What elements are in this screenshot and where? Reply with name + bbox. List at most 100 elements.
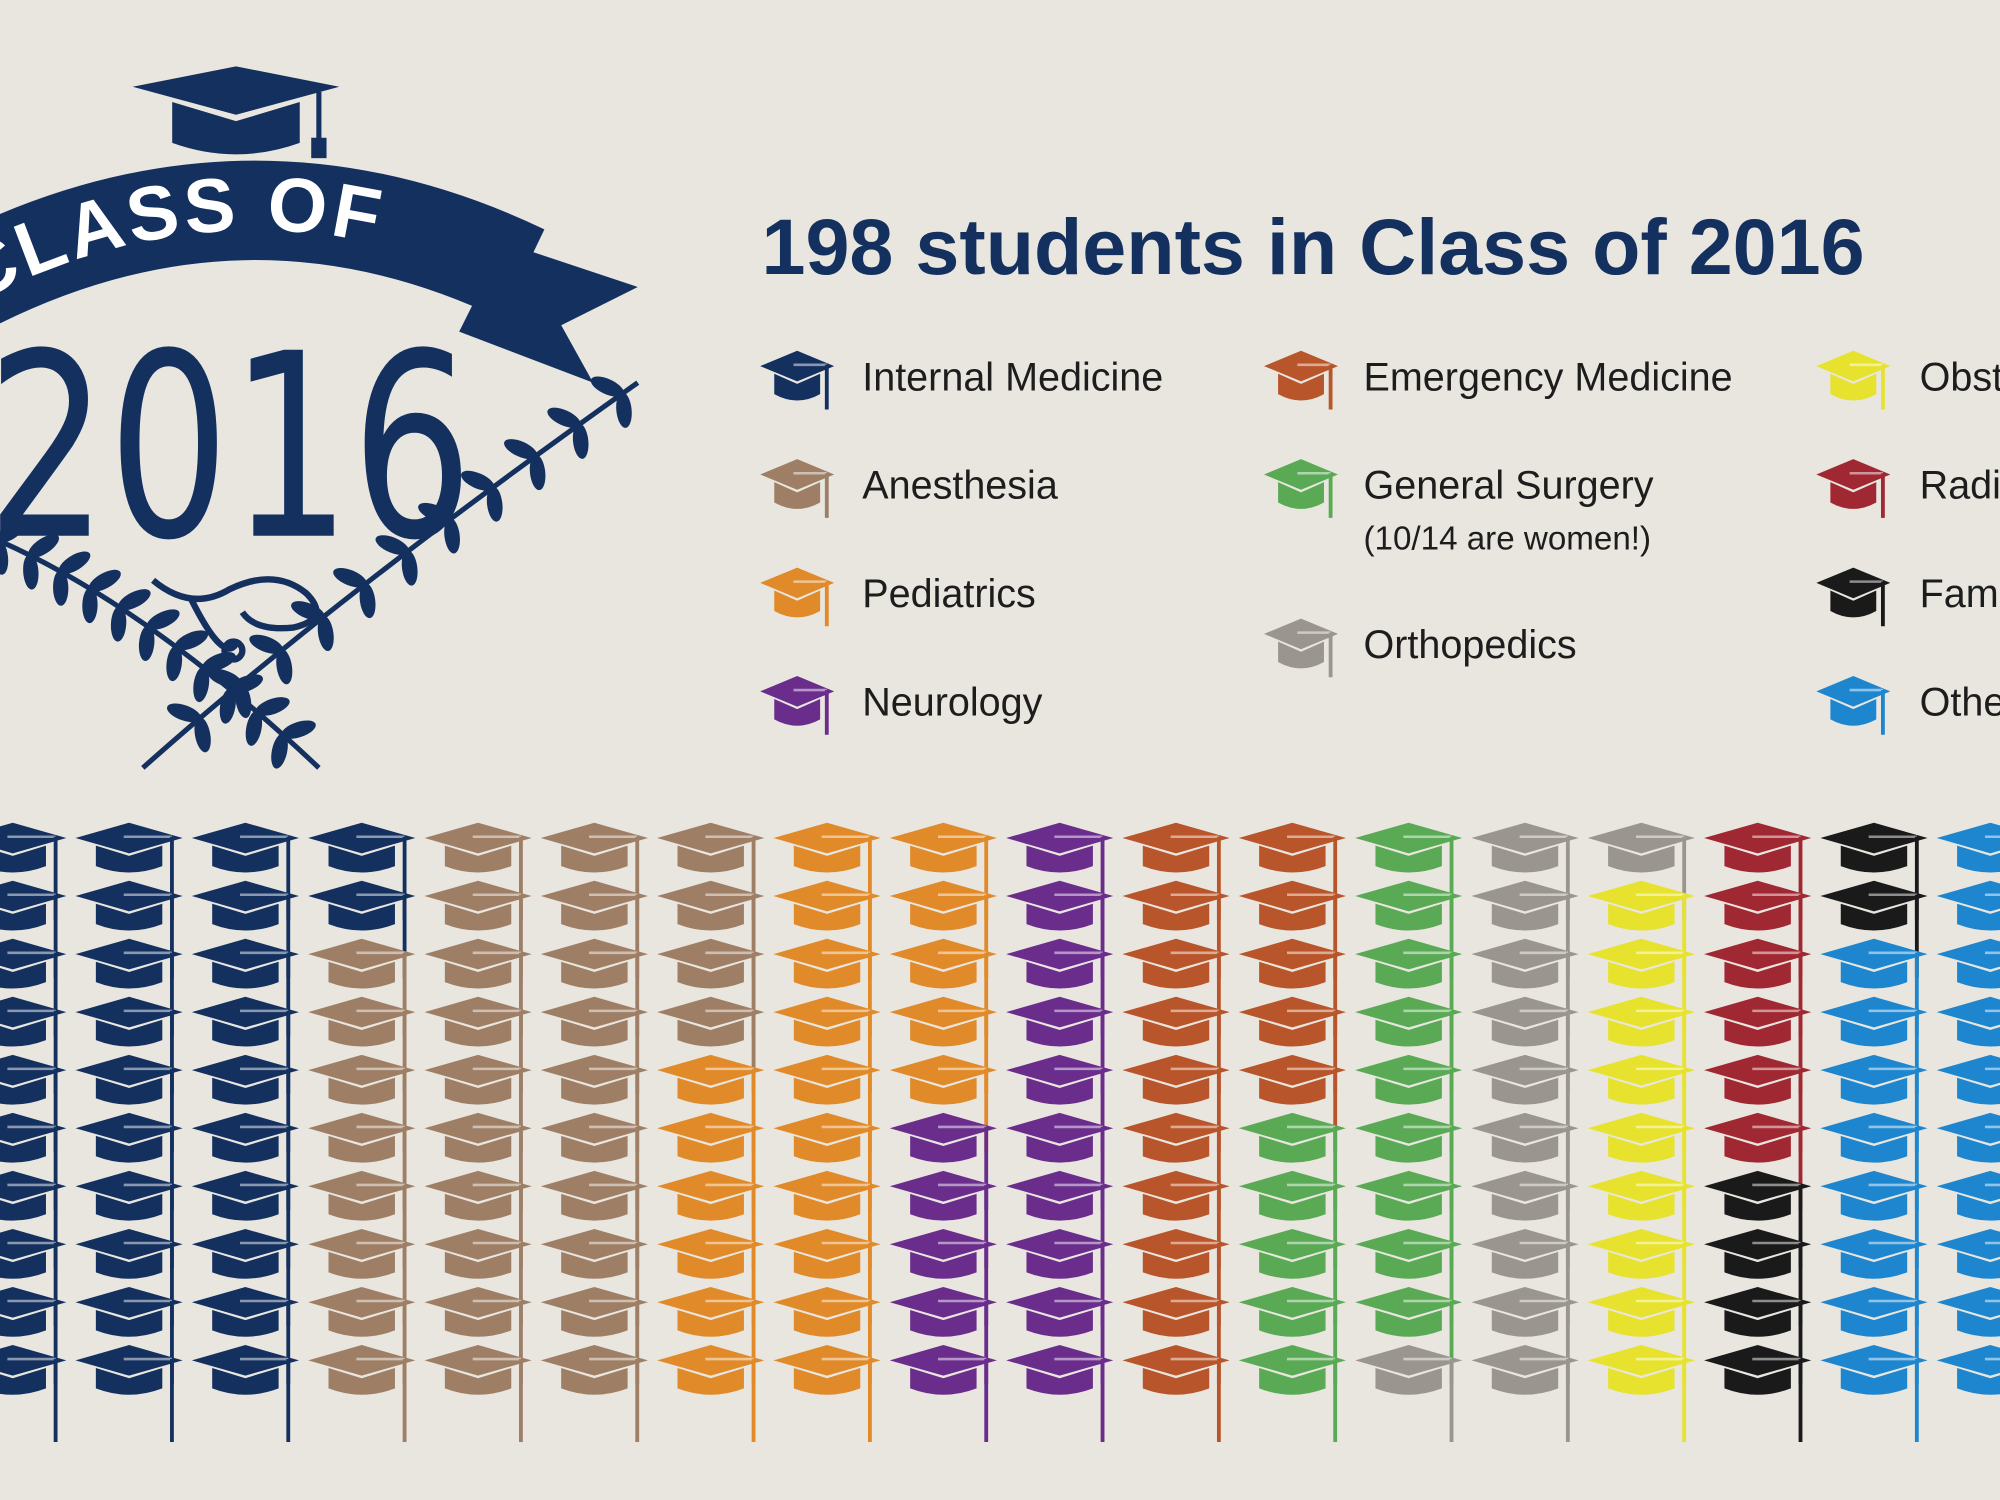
hat-body xyxy=(1026,903,1093,931)
hat-icon xyxy=(1471,880,1579,978)
hat-top xyxy=(1936,996,2000,1028)
hat-top xyxy=(889,1228,997,1260)
hat-body xyxy=(561,1367,628,1395)
hat-body xyxy=(677,1193,744,1221)
hat-body xyxy=(1491,1077,1559,1105)
hat-body xyxy=(910,1309,977,1337)
hat-icon xyxy=(773,1345,881,1442)
hat-body xyxy=(1608,1309,1675,1337)
logo-cap-body xyxy=(172,102,300,155)
hat-body xyxy=(561,1193,628,1221)
hat-icon xyxy=(1936,1170,2000,1221)
hat-body xyxy=(793,845,861,873)
hat-body xyxy=(1375,1019,1442,1047)
hat-body xyxy=(1724,1251,1791,1279)
hat-icon xyxy=(1704,822,1812,920)
hat-body xyxy=(0,1019,46,1047)
hat-body xyxy=(212,1367,279,1395)
hat-icon xyxy=(657,822,765,920)
hat-icon xyxy=(75,1345,183,1442)
hat-icon xyxy=(191,1286,299,1384)
hat-top xyxy=(1936,822,2000,854)
hat-body xyxy=(910,1135,977,1163)
hat-body xyxy=(1840,1251,1908,1279)
laurel-leaf xyxy=(229,674,263,694)
hat-icon xyxy=(308,938,416,1036)
hat-body xyxy=(212,1251,279,1279)
hat-top xyxy=(889,822,997,854)
hat-icon xyxy=(1587,1112,1695,1210)
hat-icon xyxy=(1471,1228,1579,1326)
hat-icon xyxy=(1704,880,1812,978)
hat-icon xyxy=(1471,822,1579,920)
hat-icon xyxy=(540,1286,648,1384)
hat-icon xyxy=(1936,880,2000,931)
hat-body xyxy=(1957,1019,2000,1047)
hat-body xyxy=(910,1193,977,1221)
hat-body xyxy=(444,1135,512,1163)
hat-body xyxy=(1840,1019,1908,1047)
hat-body xyxy=(1957,1077,2000,1105)
laurel-leaf xyxy=(110,605,127,642)
hat-top xyxy=(308,1228,416,1260)
hat-icon xyxy=(0,880,67,978)
hat-body xyxy=(1026,1251,1093,1279)
hat-body xyxy=(1491,961,1559,989)
hat-icon xyxy=(75,880,183,978)
hat-icon xyxy=(773,1054,881,1152)
hat-body xyxy=(0,1077,46,1105)
hat-top xyxy=(424,1228,532,1260)
hat-icon xyxy=(1816,567,1891,627)
hat-icon xyxy=(191,1112,299,1210)
hat-body xyxy=(1491,903,1559,931)
hat-body xyxy=(1259,1077,1326,1105)
hat-body xyxy=(212,1077,279,1105)
hat-body xyxy=(444,845,512,873)
hat-body xyxy=(1491,1193,1559,1221)
hat-body xyxy=(910,1019,977,1047)
hat-icon xyxy=(1704,1286,1812,1384)
hat-icon xyxy=(191,822,299,920)
hat-icon xyxy=(75,1170,183,1268)
hat-icon xyxy=(889,1286,997,1384)
hat-icon xyxy=(1587,1345,1695,1442)
laurel-leaf xyxy=(359,582,376,619)
legend-label: Internal Medicine xyxy=(862,355,1163,399)
hat-top xyxy=(1587,822,1695,854)
annotation: (10/14 are women!) xyxy=(1364,521,1652,558)
hat-body xyxy=(1608,1193,1675,1221)
hat-body xyxy=(328,1367,395,1395)
laurel-leaf xyxy=(202,652,236,672)
hat-icon xyxy=(1238,880,1346,978)
hat-icon xyxy=(75,1286,183,1384)
hat-icon xyxy=(1936,1286,2000,1337)
hat-body xyxy=(444,1077,512,1105)
hat-body xyxy=(212,903,279,931)
hat-icon xyxy=(657,1170,765,1268)
hat-icon xyxy=(540,1170,648,1268)
hat-body xyxy=(1724,1019,1791,1047)
hat-icon xyxy=(889,996,997,1094)
hat-body xyxy=(1957,903,2000,931)
hat-icon xyxy=(1006,1286,1114,1384)
hat-icon xyxy=(1471,1286,1579,1384)
hat-body xyxy=(212,1193,279,1221)
laurel-leaf xyxy=(333,567,367,588)
hat-icon xyxy=(308,822,416,920)
hat-icon xyxy=(1238,1345,1346,1442)
hat-top xyxy=(657,822,765,854)
hat-icon xyxy=(773,1170,881,1268)
laurel-leaf xyxy=(166,645,183,682)
hat-icon xyxy=(1820,996,1928,1094)
hat-body xyxy=(1259,1309,1326,1337)
hat-body xyxy=(677,961,744,989)
hat-body xyxy=(1840,1077,1908,1105)
hat-icon xyxy=(424,1286,532,1384)
laurel-leaf xyxy=(281,720,316,739)
hat-top xyxy=(1704,1228,1812,1260)
hat-icon xyxy=(1704,1345,1812,1442)
hat-body xyxy=(95,1019,163,1047)
hat-body xyxy=(1026,1367,1093,1395)
hat-icon xyxy=(1936,1054,2000,1105)
